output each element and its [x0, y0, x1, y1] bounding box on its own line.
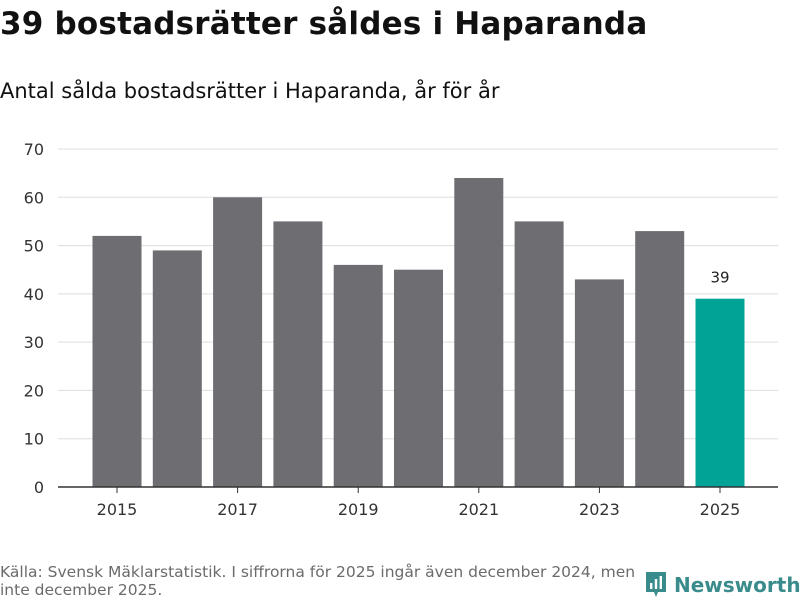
bar-2022: [514, 221, 564, 487]
newsworthy-logo-icon: [646, 572, 666, 597]
y-tick-label-50: 50: [24, 237, 44, 256]
x-tick-label-2015: 2015: [97, 500, 138, 519]
source-note: Källa: Svensk Mäklarstatistik. I siffror…: [0, 563, 636, 599]
newsworthy-brand[interactable]: Newsworthy: [644, 569, 800, 601]
y-tick-label-10: 10: [24, 430, 44, 449]
bar-2021: [454, 178, 504, 487]
bar-chart: 0 10 20 30 40 50 60 70 2015 2017 2019 2021 2023 2025 3…: [24, 140, 778, 519]
chart-subtitle: Antal sålda bostadsrätter i Haparanda, å…: [0, 79, 500, 103]
bar-2019: [333, 264, 383, 487]
x-tick-label-2023: 2023: [579, 500, 620, 519]
bar-2024: [635, 231, 685, 487]
bar-2025: [695, 298, 745, 487]
brand-name: Newsworthy: [674, 573, 800, 597]
y-tick-label-40: 40: [24, 285, 44, 304]
y-tick-label-30: 30: [24, 333, 44, 352]
y-tick-label-60: 60: [24, 188, 44, 207]
x-tick-label-2025: 2025: [700, 500, 741, 519]
y-tick-label-70: 70: [24, 140, 44, 159]
bar-2017: [213, 197, 263, 488]
x-tick-label-2021: 2021: [458, 500, 499, 519]
bar-2023: [574, 279, 624, 487]
data-label-2025: 39: [710, 269, 729, 287]
bar-2018: [273, 221, 323, 487]
bar-2016: [152, 250, 202, 487]
x-tick-label-2017: 2017: [217, 500, 258, 519]
bar-2020: [394, 269, 443, 487]
bar-2015: [92, 235, 142, 487]
y-tick-label-0: 0: [34, 478, 44, 497]
chart-title: 39 bostadsrätter såldes i Haparanda: [0, 6, 648, 42]
y-tick-label-20: 20: [24, 381, 44, 400]
x-tick-label-2019: 2019: [338, 500, 379, 519]
